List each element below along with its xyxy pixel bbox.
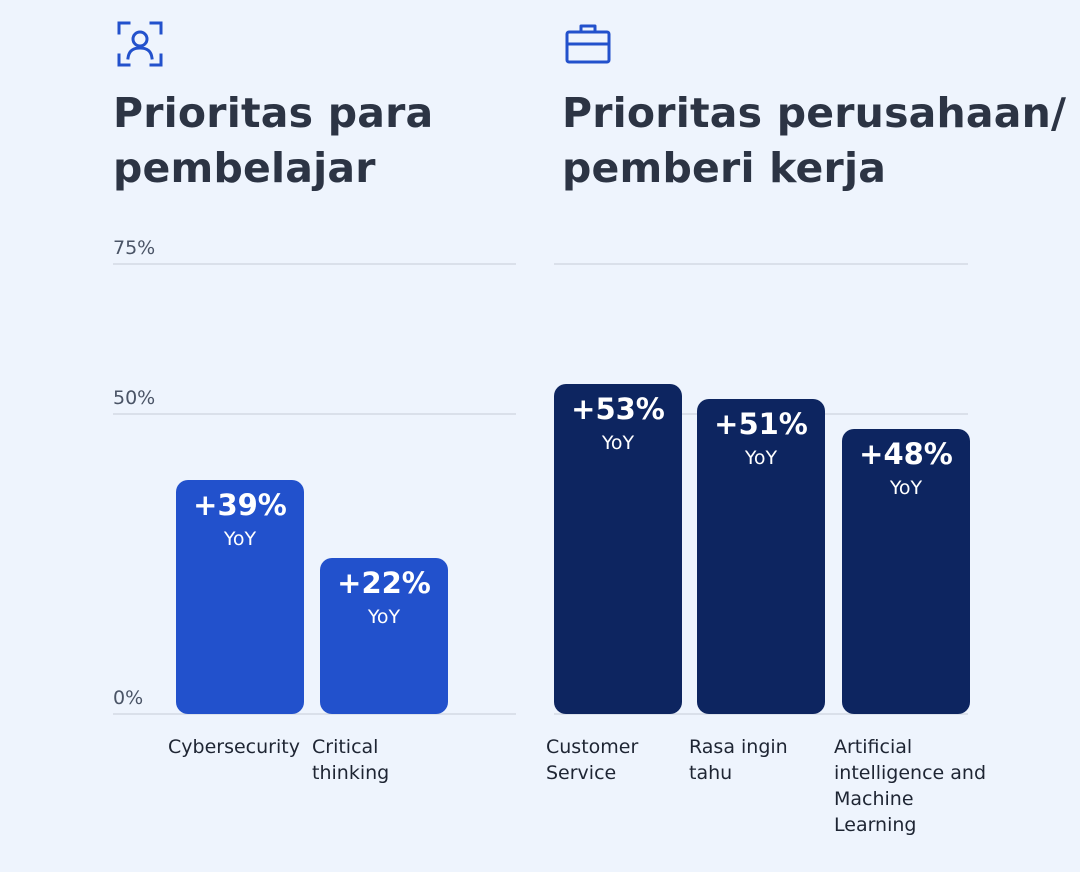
category-label: Learning	[834, 814, 917, 836]
bar-value-label: +48%	[859, 437, 953, 471]
bar-value-label: +22%	[337, 566, 431, 600]
bar-value-label: +39%	[193, 488, 287, 522]
title-line: pembelajar	[113, 144, 376, 192]
bar-yoy-label: YoY	[889, 477, 923, 499]
category-label: Customer	[546, 736, 638, 758]
bar-yoy-label: YoY	[601, 432, 635, 454]
bar-yoy-label: YoY	[223, 528, 257, 550]
bar-value-label: +53%	[571, 392, 665, 426]
learner-priorities-title: Prioritas para pembelajar	[113, 86, 433, 196]
bar	[842, 429, 970, 714]
learner-priorities-chart: 0% 50% 75% +39% YoY Cybersecurity +22% YoY Criti…	[113, 237, 516, 784]
bar-value-label: +51%	[714, 407, 808, 441]
title-line: Prioritas perusahaan/	[562, 89, 1067, 137]
category-label: Artificial	[834, 736, 912, 758]
bar	[176, 480, 304, 714]
category-label: Service	[546, 762, 616, 784]
bar	[697, 399, 825, 714]
bar	[320, 558, 448, 714]
y-tick-label: 50%	[113, 387, 155, 409]
person-scan-icon	[117, 21, 163, 67]
learner-priorities-panel: Prioritas para pembelajar 0% 50% 75% +39% Yo…	[113, 21, 516, 784]
category-label: Machine	[834, 788, 914, 810]
category-label: tahu	[689, 762, 732, 784]
category-label: Critical	[312, 736, 378, 758]
employer-priorities-chart: +53% YoY Customer Service +51% YoY Rasa ingin t…	[546, 263, 986, 836]
category-label: intelligence and	[834, 762, 986, 784]
bar	[554, 384, 682, 714]
y-tick-label: 0%	[113, 687, 143, 709]
bar-yoy-label: YoY	[367, 606, 401, 628]
title-line: Prioritas para	[113, 89, 434, 137]
y-tick-label: 75%	[113, 237, 155, 259]
employer-priorities-title: Prioritas perusahaan/ pemberi kerja	[562, 86, 1066, 196]
bar-yoy-label: YoY	[744, 447, 778, 469]
briefcase-icon	[565, 24, 611, 64]
employer-priorities-panel: Prioritas perusahaan/ pemberi kerja +53%…	[540, 0, 1080, 872]
category-label: thinking	[312, 762, 389, 784]
category-label: Cybersecurity	[168, 736, 300, 758]
category-label: Rasa ingin	[689, 736, 788, 758]
title-line: pemberi kerja	[562, 144, 887, 192]
